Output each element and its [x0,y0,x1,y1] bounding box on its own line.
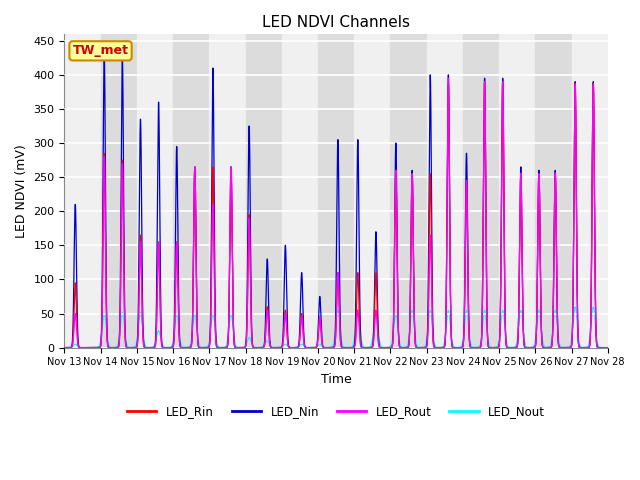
X-axis label: Time: Time [321,373,351,386]
Bar [137,34,173,348]
Bar [65,34,100,348]
Bar [282,34,318,348]
Bar [100,34,137,348]
Bar [318,34,354,348]
Bar [535,34,572,348]
Text: TW_met: TW_met [72,44,129,57]
Bar [427,34,463,348]
Y-axis label: LED NDVI (mV): LED NDVI (mV) [15,144,28,238]
Bar [463,34,499,348]
Bar [173,34,209,348]
Bar [572,34,608,348]
Bar [354,34,390,348]
Title: LED NDVI Channels: LED NDVI Channels [262,15,410,30]
Bar [209,34,246,348]
Bar [390,34,427,348]
Bar [499,34,535,348]
Legend: LED_Rin, LED_Nin, LED_Rout, LED_Nout: LED_Rin, LED_Nin, LED_Rout, LED_Nout [122,401,550,423]
Bar [246,34,282,348]
